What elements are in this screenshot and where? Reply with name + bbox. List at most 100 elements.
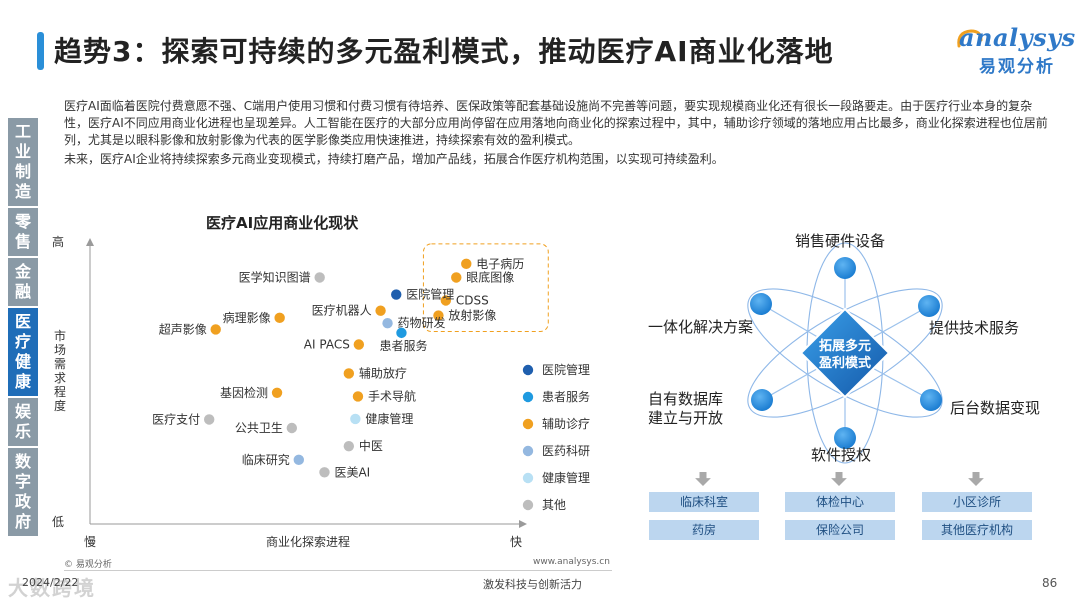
target-box-0-0: 临床科室 <box>649 492 759 512</box>
sidebar-item-2[interactable]: 金融 <box>8 258 38 306</box>
legend-label-2: 辅助诊疗 <box>542 417 590 431</box>
target-box-1-0: 体检中心 <box>785 492 895 512</box>
target-box-2-1: 其他医疗机构 <box>922 520 1032 540</box>
footer-url: www.analysys.cn <box>533 557 610 567</box>
diagram-label-1: 提供技术服务 <box>929 319 1020 337</box>
point-label-4: 医学知识图谱 <box>239 269 311 284</box>
point-label-13: 基因检测 <box>220 385 268 400</box>
point-label-12: 辅助放疗 <box>359 365 407 380</box>
intro-paragraph-2: 未来，医疗AI企业将持续探索多元商业变现模式，持续打磨产品，增加产品线，拓展合作… <box>64 152 724 166</box>
point-label-5: 医院管理 <box>406 287 454 302</box>
diagram-node-0 <box>834 257 856 279</box>
sidebar-item-3[interactable]: 医疗健康 <box>8 308 38 396</box>
sidebar-item-0[interactable]: 工业制造 <box>8 118 38 206</box>
logo-text-en: analysys <box>959 23 1076 52</box>
diagram-label-0: 销售硬件设备 <box>795 232 886 250</box>
logo-swoosh-icon <box>957 29 983 48</box>
point-label-18: 中医 <box>359 438 383 453</box>
footer-divider <box>64 570 612 571</box>
point-label-14: 手术导航 <box>368 388 416 403</box>
scatter-point-14 <box>352 391 364 402</box>
diagram-label-2: 后台数据变现 <box>950 399 1041 417</box>
scatter-point-1 <box>451 272 462 283</box>
y-axis-arrow <box>86 238 94 246</box>
scatter-point-8 <box>396 327 407 339</box>
point-label-8: 患者服务 <box>379 338 427 353</box>
y-axis-low-label: 低 <box>52 515 64 529</box>
point-label-3: 放射影像 <box>448 308 496 323</box>
sidebar-item-5[interactable]: 数字政府 <box>8 448 38 536</box>
target-box-0-1: 药房 <box>649 520 759 540</box>
footer-date: 2024/2/22 <box>22 576 79 589</box>
footer-copyright: © 易观分析 <box>64 560 112 570</box>
logo-text-cn: 易观分析 <box>979 57 1055 77</box>
scatter-point-13 <box>271 387 283 398</box>
diagram-node-1 <box>918 295 940 317</box>
point-label-9: 超声影像 <box>159 321 207 336</box>
scatter-point-17 <box>350 413 361 425</box>
legend-label-5: 其他 <box>542 498 566 512</box>
scatter-point-19 <box>293 454 304 466</box>
x-axis-arrow <box>519 520 527 528</box>
point-label-19: 临床研究 <box>242 452 290 467</box>
orbit-1 <box>747 288 943 418</box>
scatter-point-12 <box>343 368 355 379</box>
point-label-1: 眼底图像 <box>466 269 514 284</box>
footer-slogan: 激发科技与创新活力 <box>483 578 582 591</box>
down-arrow-icon <box>695 472 711 486</box>
intro-text: 医疗AI面临着医院付费意愿不强、C端用户使用习惯和付费习惯有待培养、医保政策等配… <box>64 98 1049 170</box>
diagram-label-4: 自有数据库 建立与开放 <box>648 390 724 427</box>
y-axis-title: 市场需求程度 <box>54 328 66 413</box>
scatter-point-0 <box>461 258 472 270</box>
highlight-box <box>422 243 549 333</box>
legend-swatch-3 <box>522 445 534 457</box>
point-label-0: 电子病历 <box>476 256 524 271</box>
point-label-7: 药物研发 <box>398 315 446 330</box>
legend-swatch-1 <box>522 391 534 403</box>
point-label-2: CDSS <box>456 293 489 307</box>
x-axis-high-label: 快 <box>510 535 522 549</box>
scatter-point-11 <box>353 339 365 350</box>
sidebar-item-1[interactable]: 零售 <box>8 208 38 256</box>
industry-sidebar: 工业制造零售金融医疗健康娱乐数字政府 <box>8 118 38 538</box>
diagram-node-3 <box>834 427 856 449</box>
target-box-1-1: 保险公司 <box>785 520 895 540</box>
legend-swatch-2 <box>522 418 534 430</box>
scatter-point-5 <box>391 289 402 300</box>
center-diamond <box>799 307 891 399</box>
target-box-2-0: 小区诊所 <box>922 492 1032 512</box>
point-label-10: 病理影像 <box>223 310 271 325</box>
legend-label-0: 医院管理 <box>542 362 590 377</box>
scatter-point-10 <box>274 312 285 324</box>
watermark-text: 大数跨境 <box>8 576 96 600</box>
down-arrow-icon <box>968 472 984 486</box>
legend-swatch-4 <box>522 472 534 484</box>
scatter-point-7 <box>382 318 393 329</box>
point-label-11: AI PACS <box>304 338 350 352</box>
page-title: 趋势3：探索可持续的多元盈利模式，推动医疗AI商业化落地 <box>54 35 834 68</box>
y-axis-high-label: 高 <box>52 234 64 249</box>
scatter-point-2 <box>440 295 452 306</box>
scatter-point-4 <box>314 272 325 283</box>
x-axis-title: 商业化探索进程 <box>266 534 350 549</box>
profit-model-diagram: 拓展多元盈利模式 <box>747 242 943 464</box>
sidebar-item-4[interactable]: 娱乐 <box>8 398 38 446</box>
scatter-point-9 <box>210 324 221 335</box>
diagram-label-5: 一体化解决方案 <box>648 318 754 336</box>
diagram-node-4 <box>751 389 773 411</box>
scatter-point-6 <box>375 305 386 316</box>
title-accent-bar <box>37 32 44 70</box>
legend-swatch-5 <box>522 499 534 511</box>
scatter-point-3 <box>433 310 444 321</box>
legend-label-3: 医药科研 <box>542 444 590 458</box>
diagram-node-2 <box>920 389 942 411</box>
analysys-logo: analysys 易观分析 <box>955 22 1075 78</box>
intro-paragraph-1: 医疗AI面临着医院付费意愿不强、C端用户使用习惯和付费习惯有待培养、医保政策等配… <box>64 99 1048 147</box>
orbit-2 <box>747 288 943 418</box>
point-label-6: 医疗机器人 <box>312 304 372 318</box>
center-label: 拓展多元盈利模式 <box>818 338 871 371</box>
chart-title: 医疗AI应用商业化现状 <box>206 214 359 232</box>
point-label-20: 医美AI <box>334 465 370 479</box>
x-axis-low-label: 慢 <box>84 535 96 549</box>
